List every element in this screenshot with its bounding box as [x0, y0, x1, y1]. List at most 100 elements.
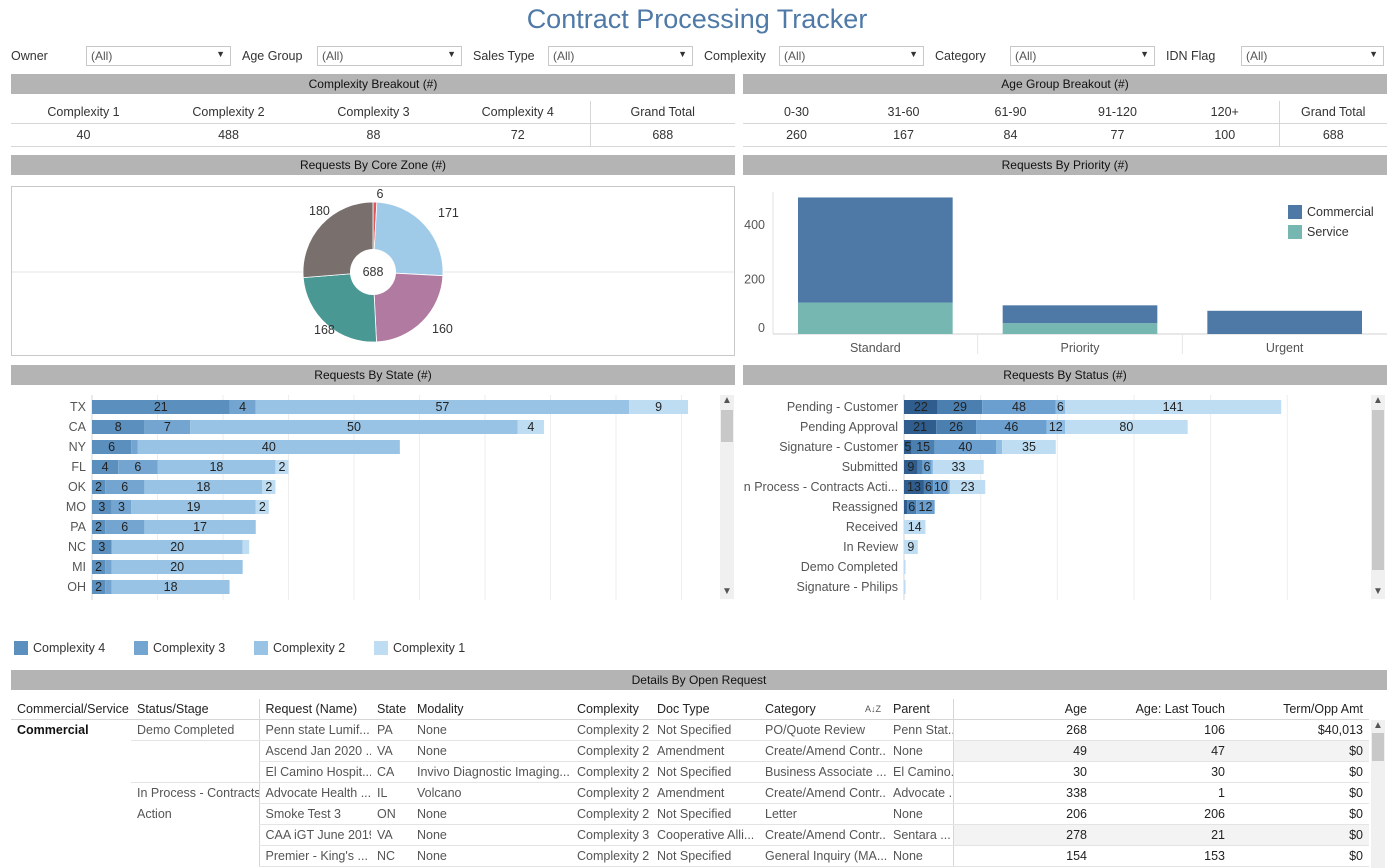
table-row[interactable]: Commercial Demo Completed Penn state Lum… [11, 719, 1369, 741]
bar-segment [105, 560, 112, 574]
segment-label: 22 [914, 400, 928, 414]
status-scrollbar[interactable]: ▲ ▼ [1371, 395, 1385, 599]
filter-age-group-select[interactable]: (All) ▼ [317, 46, 462, 66]
cell: $40,013 [1231, 719, 1369, 741]
segment-label: 14 [908, 520, 922, 534]
cell: $0 [1231, 845, 1369, 867]
bar-segment [907, 500, 917, 514]
col-category-label: Category [765, 702, 816, 716]
x-tick-label: Priority [1061, 341, 1101, 355]
segment-label: 21 [913, 420, 927, 434]
scroll-thumb[interactable] [1372, 733, 1384, 761]
scroll-down-icon[interactable]: ▼ [1373, 586, 1383, 597]
cell: Complexity 2 [571, 761, 651, 783]
segment-label: 7 [164, 420, 171, 434]
scroll-down-icon[interactable]: ▼ [722, 586, 732, 597]
legend-service[interactable]: Service [1288, 225, 1349, 239]
kpi-value: 167 [850, 123, 957, 147]
table-row[interactable]: CAA iGT June 2019 VA None Complexity 3 C… [11, 824, 1369, 846]
filter-sales-type-select[interactable]: (All) ▼ [548, 46, 693, 66]
cell: 1 [1093, 782, 1231, 804]
table-row[interactable]: Premier - King's ... NC None Complexity … [11, 845, 1369, 867]
col-category[interactable]: Category A↓Z [759, 699, 887, 720]
col-term-opp-amt[interactable]: Term/Opp Amt [1231, 699, 1369, 720]
col-doc-type[interactable]: Doc Type [651, 699, 759, 720]
legend-complexity-3[interactable]: Complexity 3 [134, 641, 225, 655]
priority-bar-chart: 0 200 400 Standard Priority Urgent [744, 192, 1387, 355]
bar-segment [976, 420, 1047, 434]
table-row[interactable]: In Process - Contracts Advocate Health .… [11, 782, 1369, 804]
legend-commercial[interactable]: Commercial [1288, 205, 1374, 219]
bar-segment [92, 400, 230, 414]
kpi-value: 688 [1278, 123, 1387, 147]
scroll-up-icon[interactable]: ▲ [1373, 395, 1383, 406]
col-state[interactable]: State [371, 699, 411, 720]
cell: General Inquiry (MA... [759, 845, 887, 867]
bar-segment [904, 400, 938, 414]
cell: 206 [952, 803, 1093, 825]
bar-segment [92, 460, 119, 474]
bar-segment [933, 480, 949, 494]
legend-swatch [14, 641, 28, 655]
stage-cell: Action [137, 807, 172, 821]
details-header: Details By Open Request [11, 670, 1387, 690]
group-spacer [11, 825, 131, 846]
table-row[interactable]: Ascend Jan 2020 ... VA None Complexity 2… [11, 740, 1369, 762]
col-modality[interactable]: Modality [411, 699, 571, 720]
cell: $0 [1231, 740, 1369, 762]
scroll-up-icon[interactable]: ▲ [722, 395, 732, 406]
kpi-value: 100 [1171, 123, 1279, 147]
col-age-last-touch[interactable]: Age: Last Touch [1093, 699, 1231, 720]
scroll-thumb[interactable] [1372, 410, 1384, 570]
filter-complexity-select[interactable]: (All) ▼ [779, 46, 924, 66]
sort-icon[interactable]: A↓Z [864, 704, 881, 714]
segment-label: 2 [95, 560, 102, 574]
bar-segment [111, 500, 132, 514]
kpi-value: 72 [446, 123, 590, 147]
legend-complexity-1[interactable]: Complexity 1 [374, 641, 465, 655]
segment-label: 20 [170, 560, 184, 574]
bar-segment [229, 400, 256, 414]
bar-segment [911, 440, 935, 454]
legend-swatch [374, 641, 388, 655]
cell: 30 [952, 761, 1093, 783]
bar-segment [904, 580, 906, 594]
bar-segment [262, 480, 276, 494]
cell: Smoke Test 3 [258, 803, 371, 825]
bar-segment [1055, 400, 1065, 414]
filter-owner-select[interactable]: (All) ▼ [86, 46, 231, 66]
col-age[interactable]: Age [952, 699, 1093, 720]
bar-segment [92, 580, 106, 594]
table-row[interactable]: Action Smoke Test 3 ON None Complexity 2… [11, 803, 1369, 825]
bar-segment [105, 580, 112, 594]
legend-complexity-2[interactable]: Complexity 2 [254, 641, 345, 655]
kpi-col-complexity-1: Complexity 1 [47, 105, 120, 119]
state-scrollbar[interactable]: ▲ ▼ [720, 395, 734, 599]
scroll-up-icon[interactable]: ▲ [1373, 720, 1383, 731]
segment-label: 17 [193, 520, 207, 534]
filter-idn-flag-select[interactable]: (All) ▼ [1241, 46, 1384, 66]
bar-segment [1046, 420, 1065, 434]
cell: $0 [1231, 824, 1369, 846]
scroll-thumb[interactable] [721, 410, 733, 442]
cell: IL [371, 782, 411, 804]
bar-segment [1065, 420, 1188, 434]
filter-category-select[interactable]: (All) ▼ [1010, 46, 1155, 66]
col-request-name[interactable]: Request (Name) [258, 699, 371, 720]
col-status-stage[interactable]: Status/Stage [131, 699, 259, 720]
table-row[interactable]: El Camino Hospit... CA Invivo Diagnostic… [11, 761, 1369, 783]
status-bar-chart: Pending - Customer 22 29 48 6 141 Pending Appr… [743, 395, 1288, 600]
segment-label: 18 [164, 580, 178, 594]
col-parent[interactable]: Parent [887, 699, 953, 720]
cell: Create/Amend Contr... [759, 740, 887, 762]
bar-segment [92, 500, 112, 514]
pie-slice-label: 180 [309, 204, 330, 218]
col-commercial-service[interactable]: Commercial/Service [11, 699, 131, 720]
details-scrollbar[interactable]: ▲ [1371, 720, 1385, 868]
col-complexity[interactable]: Complexity [571, 699, 651, 720]
cell: PA [371, 719, 411, 741]
segment-label: 9 [907, 540, 914, 554]
cell: Amendment [651, 782, 759, 804]
y-tick-label: 400 [744, 218, 765, 232]
legend-complexity-4[interactable]: Complexity 4 [14, 641, 105, 655]
